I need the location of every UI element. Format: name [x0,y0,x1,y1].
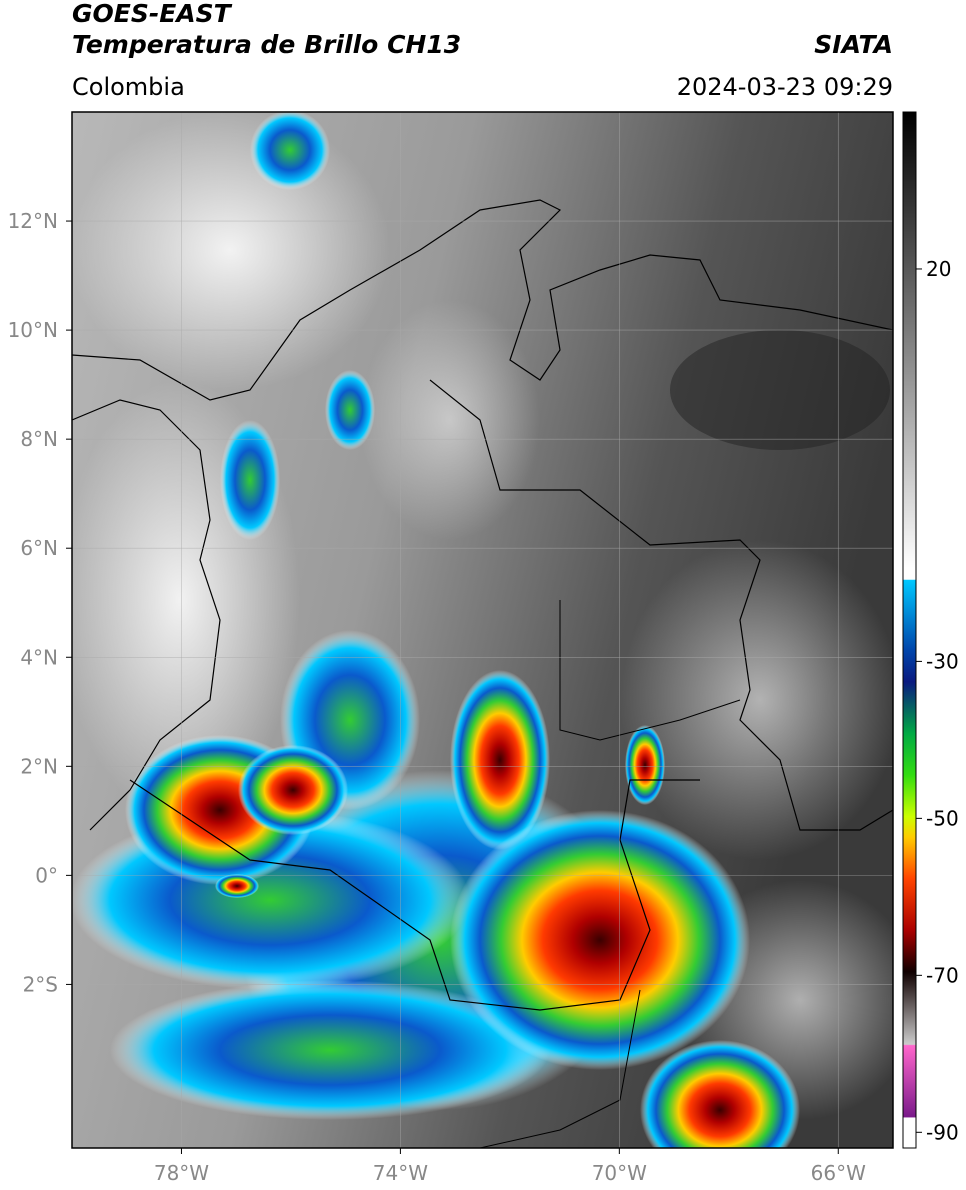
colorbar-tick-label: 20 [926,257,951,281]
colorbar-tick-label: -30 [926,649,959,673]
map-frame [71,111,894,1149]
timestamp: 2024-03-23 09:29 [677,73,893,101]
title: GOES-EAST [72,0,233,28]
lat-tick-label: 4°N [20,645,58,669]
lon-tick-label: 66°W [811,1161,866,1185]
lon-tick-label: 78°W [154,1161,209,1185]
colorbar-tick-label: -70 [926,963,959,987]
lat-tick-label: 2°S [23,972,58,996]
graticule [72,112,893,1148]
lon-tick-label: 70°W [592,1161,647,1185]
lat-tick-label: 8°N [20,427,58,451]
colorbar [902,111,917,1149]
colorbar-tick-label: -90 [926,1120,959,1144]
subtitle: Temperatura de Brillo CH13 [72,30,461,59]
lat-tick-label: 10°N [8,318,58,342]
region: Colombia [72,73,185,101]
lon-tick-label: 74°W [373,1161,428,1185]
source: SIATA [814,30,893,59]
lat-tick-label: 6°N [20,536,58,560]
satellite-image [72,112,893,1148]
colorbar-tick-label: -50 [926,806,959,830]
lat-tick-label: 2°N [20,754,58,778]
lat-tick-label: 12°N [8,209,58,233]
lat-tick-label: 0° [35,863,58,887]
